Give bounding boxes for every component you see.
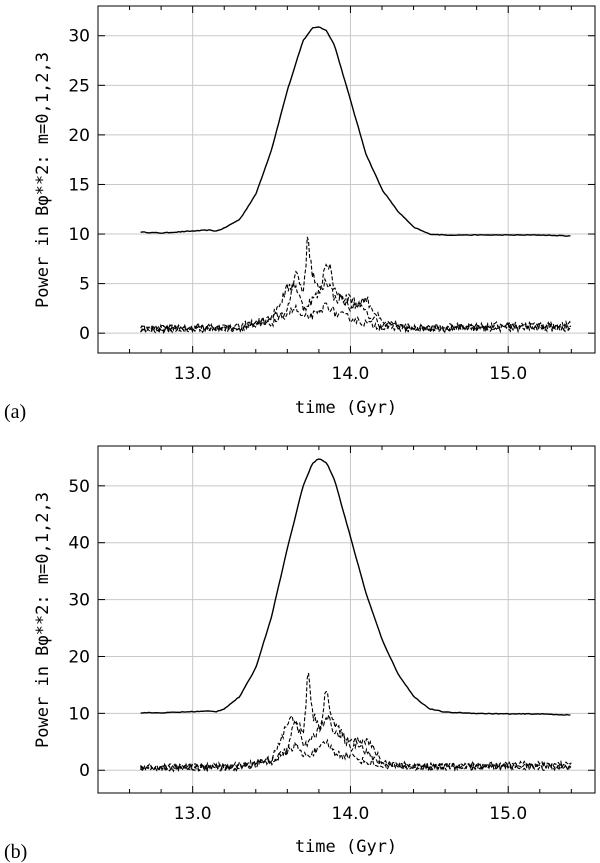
panel-a-frame bbox=[97, 5, 596, 354]
panel-b-xlabel: time (Gyr) bbox=[295, 837, 397, 857]
panel-a-ticks: 13.0 14.0 15.0 0 5 10 15 20 25 30 bbox=[68, 6, 595, 384]
panel-a: 13.0 14.0 15.0 0 5 10 15 20 25 30 time (Gyr) Powe… bbox=[4, 5, 596, 423]
panel-a-xtick-label: 13.0 bbox=[174, 364, 212, 384]
panel-b-xtick-label: 14.0 bbox=[332, 804, 370, 824]
panel-a-series bbox=[140, 26, 572, 335]
panel-a-series-m1 bbox=[140, 236, 572, 334]
panel-b-ticks: 13.0 14.0 15.0 0 10 20 30 40 50 bbox=[68, 446, 595, 824]
panel-a-ytick-label: 5 bbox=[79, 275, 90, 295]
panel-b-series-m3 bbox=[140, 738, 572, 773]
panel-b-xtick-label: 13.0 bbox=[174, 804, 212, 824]
panel-b-xtick-label: 15.0 bbox=[489, 804, 527, 824]
panel-b-ytick-label: 40 bbox=[68, 534, 90, 554]
panel-b-ytick-label: 50 bbox=[68, 477, 90, 497]
panel-a-label: (a) bbox=[4, 401, 26, 423]
panel-a-ytick-label: 0 bbox=[79, 324, 90, 344]
panel-a-series-m0 bbox=[140, 26, 571, 237]
panel-b-ylabel: Power in Bφ**2: m=0,1,2,3 bbox=[33, 492, 53, 748]
panel-a-ytick-label: 30 bbox=[68, 27, 90, 47]
panel-a-xlabel: time (Gyr) bbox=[295, 398, 397, 418]
panel-b-grid bbox=[98, 446, 595, 793]
panel-a-ytick-label: 20 bbox=[68, 126, 90, 146]
panel-a-grid bbox=[98, 6, 595, 353]
panel-b-series-m0 bbox=[140, 458, 571, 716]
panel-b-ytick-label: 10 bbox=[68, 704, 90, 724]
panel-b-series-m1 bbox=[140, 672, 572, 773]
panel-b-series bbox=[140, 458, 572, 773]
panel-b-label: (b) bbox=[4, 841, 27, 863]
panel-b: 13.0 14.0 15.0 0 10 20 30 40 50 time (Gyr) Power… bbox=[4, 445, 596, 863]
panel-a-xtick-label: 14.0 bbox=[332, 364, 370, 384]
panel-b-ytick-label: 30 bbox=[68, 591, 90, 611]
panel-b-ytick-label: 20 bbox=[68, 647, 90, 667]
panel-a-ylabel: Power in Bφ**2: m=0,1,2,3 bbox=[33, 52, 53, 308]
panel-a-ytick-label: 15 bbox=[68, 175, 90, 195]
panel-a-xtick-label: 15.0 bbox=[489, 364, 527, 384]
panel-a-series-m2 bbox=[140, 277, 572, 334]
panel-b-frame bbox=[97, 445, 596, 794]
panel-a-ytick-label: 25 bbox=[68, 76, 90, 96]
panel-b-series-m2 bbox=[140, 713, 572, 773]
panel-a-ytick-label: 10 bbox=[68, 225, 90, 245]
panel-b-ytick-label: 0 bbox=[79, 761, 90, 781]
